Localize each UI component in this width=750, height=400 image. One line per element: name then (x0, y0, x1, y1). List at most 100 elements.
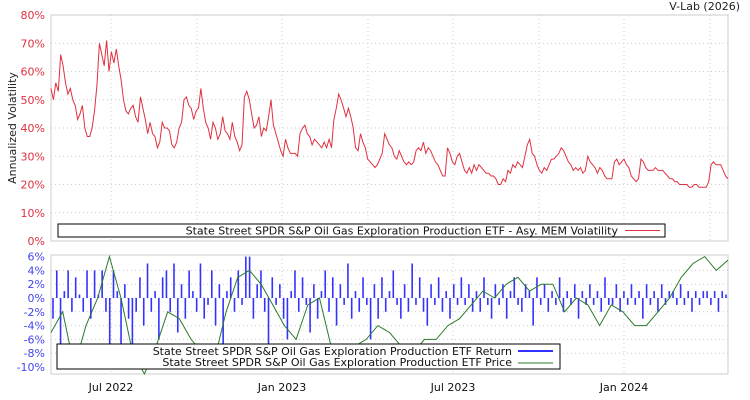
return-bar (566, 291, 569, 298)
return-bar (570, 298, 572, 305)
y-tick-label: 10% (21, 207, 45, 220)
return-bar (354, 291, 357, 298)
y-tick-label: 0% (28, 235, 45, 248)
return-bar (400, 298, 402, 319)
return-bar (52, 298, 54, 319)
return-bar (131, 298, 134, 367)
return-bar (127, 298, 130, 319)
price-legend-label: State Street SPDR S&P Oil Gas Exploratio… (162, 356, 512, 369)
return-bar (634, 298, 637, 305)
volatility-y-ticks: 0% 10% 20% 30% 40% 50% 60% 70% 80% (21, 9, 45, 248)
return-bar (78, 294, 81, 298)
return-bar (441, 298, 444, 312)
return-bar (460, 277, 463, 298)
return-bar (116, 291, 119, 298)
return-bar (169, 298, 172, 312)
return-bar (664, 298, 667, 305)
y-tick-label: -10% (17, 361, 45, 374)
return-bar (282, 298, 285, 319)
volatility-line (50, 40, 729, 188)
return-bar (339, 284, 342, 298)
x-tick-label: Jul 2023 (430, 381, 476, 394)
return-bar (176, 298, 179, 333)
return-bar (210, 270, 213, 298)
y-tick-label: 30% (21, 150, 45, 163)
return-bar (71, 298, 73, 312)
return-bar (532, 298, 534, 326)
return-bar (324, 270, 327, 298)
return-bar (555, 298, 557, 305)
return-bar (479, 298, 482, 312)
return-bar (101, 270, 103, 298)
return-bar (241, 298, 243, 305)
return-bar (434, 298, 436, 305)
return-bar (596, 291, 599, 298)
return-bar (207, 298, 209, 305)
returns-y-ticks: -10%-8%-6%-4%-2%0%2%4%6% (17, 251, 45, 374)
return-bar (623, 291, 625, 298)
return-bar (615, 284, 618, 298)
return-bar (426, 298, 429, 326)
return-bar (396, 298, 398, 305)
return-bar (717, 298, 720, 312)
return-bar (679, 284, 682, 298)
return-bar (483, 277, 485, 298)
return-bar (543, 284, 546, 298)
return-bar (619, 298, 621, 312)
return-bar (638, 291, 640, 298)
return-bar (411, 263, 413, 298)
return-bar (192, 291, 194, 298)
return-bar (645, 284, 648, 298)
return-bar (366, 298, 368, 305)
y-tick-label: -4% (24, 320, 45, 333)
return-bar (449, 298, 451, 319)
return-bar (82, 298, 85, 312)
return-bar (513, 277, 516, 298)
return-bar (487, 298, 489, 305)
return-bar (668, 291, 671, 298)
return-bar (86, 270, 88, 298)
return-bar (313, 284, 315, 298)
return-bar (611, 298, 614, 305)
return-bar (437, 277, 440, 298)
return-bar (502, 284, 504, 298)
return-bar (471, 298, 474, 312)
volatility-plot-area (50, 14, 729, 242)
return-bar (331, 277, 334, 298)
y-tick-label: -6% (24, 333, 45, 346)
return-bar (214, 298, 217, 326)
return-bar (456, 298, 459, 305)
x-tick-label: Jul 2022 (88, 381, 134, 394)
return-bar (392, 270, 395, 298)
return-bar (600, 298, 603, 312)
return-bar (498, 298, 500, 305)
return-bar (592, 298, 595, 305)
return-bar (585, 298, 587, 305)
return-bar (294, 270, 296, 298)
return-bar (146, 263, 149, 298)
return-bar (90, 298, 92, 319)
return-bar (275, 298, 277, 305)
return-bar (158, 298, 160, 340)
return-bar (702, 291, 705, 298)
return-bar (464, 298, 466, 305)
return-bar (226, 291, 228, 298)
y-tick-label: 6% (28, 251, 45, 264)
return-bar (74, 277, 77, 298)
return-bar (710, 298, 712, 305)
return-bar (229, 277, 232, 298)
return-bar (573, 284, 576, 298)
return-bar (687, 291, 689, 298)
return-bar (384, 298, 387, 312)
y-tick-label: 0% (28, 292, 45, 305)
return-bar (475, 291, 478, 298)
return-bar (653, 291, 655, 298)
return-bar (286, 298, 289, 340)
return-bar (422, 298, 425, 312)
return-bar (691, 298, 693, 312)
return-bar (369, 298, 372, 340)
return-bar (509, 291, 512, 298)
return-bars (52, 256, 727, 367)
